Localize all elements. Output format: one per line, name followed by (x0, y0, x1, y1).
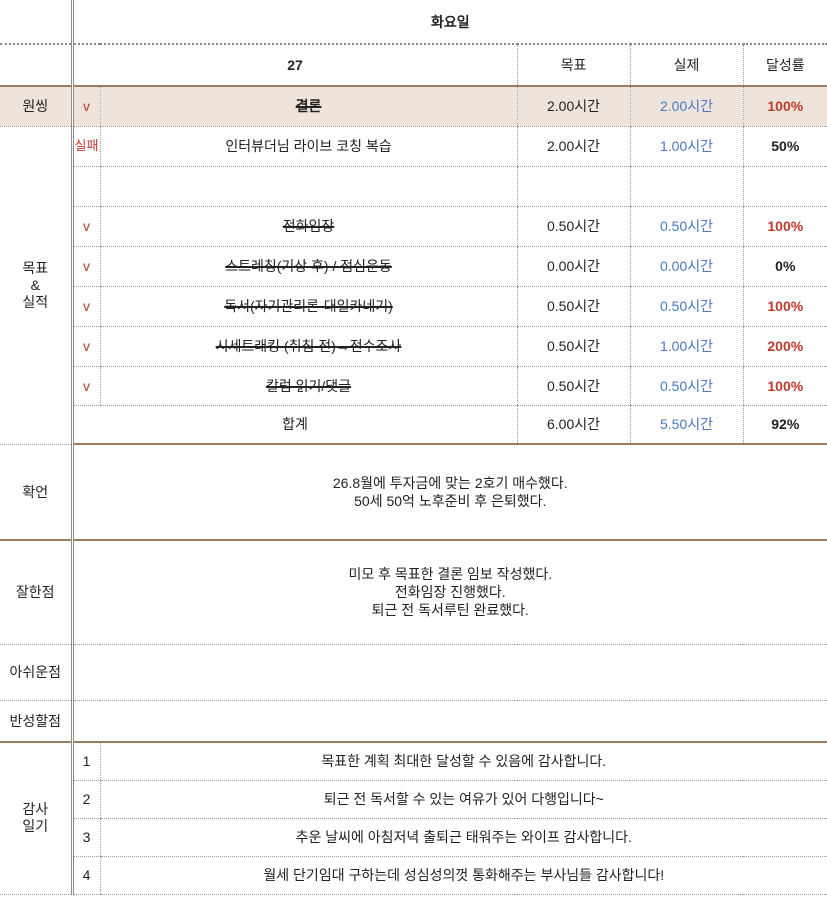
task-name[interactable] (99, 166, 517, 207)
task-rate: 100% (742, 366, 827, 406)
task-goal[interactable]: 2.00시간 (516, 126, 630, 167)
total-actual: 5.50시간 (629, 405, 743, 445)
gratitude-number: 3 (70, 818, 100, 857)
total-rate: 92% (742, 405, 827, 445)
task-rate: 200% (742, 326, 827, 367)
gratitude-item[interactable]: 추운 날씨에 아침저녁 출퇴근 태워주는 와이프 감사합니다. (99, 818, 827, 857)
well-done-text[interactable]: 미모 후 목표한 결론 임보 작성했다. 전화임장 진행했다. 퇴근 전 독서루… (70, 540, 827, 645)
task-rate: 100% (742, 286, 827, 327)
gratitude-item[interactable]: 월세 단기임대 구하는데 성심성의껏 통화해주는 부사님들 감사합니다! (99, 856, 827, 895)
regret-text[interactable] (70, 644, 827, 701)
task-fail-mark[interactable]: 실패 (70, 126, 100, 167)
gratitude-number: 1 (70, 742, 100, 781)
task-rate (742, 166, 827, 207)
one-thing-check[interactable]: v (70, 86, 100, 127)
goals-section-label: 목표 & 실적 (0, 126, 72, 445)
rate-column-header: 달성률 (742, 44, 827, 87)
corner-cell (0, 0, 72, 45)
actual-column-header: 실제 (629, 44, 743, 87)
task-goal[interactable]: 0.50시간 (516, 326, 630, 367)
well-done-line: 퇴근 전 독서루틴 완료했다. (371, 602, 529, 619)
task-actual[interactable]: 0.50시간 (629, 366, 743, 406)
task-name[interactable]: 전화임장 (99, 206, 517, 247)
one-thing-rate: 100% (742, 86, 827, 127)
goals-label-line: 목표 (22, 259, 49, 276)
task-goal[interactable]: 0.00시간 (516, 246, 630, 287)
gratitude-item[interactable]: 퇴근 전 독서할 수 있는 여유가 있어 다행입니다~ (99, 780, 827, 819)
task-rate: 100% (742, 206, 827, 247)
one-thing-actual[interactable]: 2.00시간 (629, 86, 743, 127)
gratitude-number: 2 (70, 780, 100, 819)
task-check-mark[interactable]: v (70, 246, 100, 287)
task-goal[interactable]: 0.50시간 (516, 206, 630, 247)
total-label: 합계 (70, 405, 517, 445)
one-thing-goal[interactable]: 2.00시간 (516, 86, 630, 127)
task-actual[interactable]: 0.00시간 (629, 246, 743, 287)
regret-label: 아쉬운점 (0, 644, 72, 701)
affirmation-line: 50세 50억 노후준비 후 은퇴했다. (354, 493, 547, 509)
one-thing-label: 원씽 (0, 86, 72, 127)
task-goal[interactable]: 0.50시간 (516, 286, 630, 327)
task-check-mark[interactable]: v (70, 326, 100, 367)
goals-label-line: 실적 (22, 293, 49, 310)
task-name[interactable]: 인터뷰더님 라이브 코칭 복습 (99, 126, 517, 167)
task-goal[interactable] (516, 166, 630, 207)
affirmation-label: 확언 (0, 444, 72, 541)
total-goal: 6.00시간 (516, 405, 630, 445)
gratitude-item[interactable]: 목표한 계획 최대한 달성할 수 있음에 감사합니다. (99, 742, 827, 781)
task-actual[interactable]: 1.00시간 (629, 326, 743, 367)
task-rate: 0% (742, 246, 827, 287)
task-name[interactable]: 스트레칭(기상 후) / 점심운동 (99, 246, 517, 287)
task-name[interactable]: 시세트래킹 (취침 전)→전수조사 (99, 326, 517, 367)
column-header-label-cell (0, 44, 72, 87)
gratitude-number: 4 (70, 856, 100, 895)
goals-label-line: & (30, 276, 40, 293)
task-check-mark[interactable]: v (70, 366, 100, 406)
one-thing-task[interactable]: 결론 (99, 86, 517, 127)
task-name[interactable]: 독서(자기관리론-대일카네기) (99, 286, 517, 327)
day-header: 화요일 (70, 0, 827, 45)
affirmation-text[interactable]: 26.8월에 투자금에 맞는 2호기 매수했다. 50세 50억 노후준비 후 … (70, 444, 827, 541)
affirmation-line: 26.8월에 투자금에 맞는 2호기 매수했다. (332, 475, 568, 491)
task-actual[interactable]: 1.00시간 (629, 126, 743, 167)
task-goal[interactable]: 0.50시간 (516, 366, 630, 406)
well-done-line: 미모 후 목표한 결론 임보 작성했다. (348, 566, 553, 583)
task-check-mark[interactable] (70, 166, 100, 207)
task-rate: 50% (742, 126, 827, 167)
gratitude-label-line: 감사 (22, 801, 49, 818)
task-check-mark[interactable]: v (70, 286, 100, 327)
goal-column-header: 목표 (516, 44, 630, 87)
gratitude-label: 감사 일기 (0, 742, 72, 895)
date-header: 27 (70, 44, 517, 87)
task-name[interactable]: 칼럼 읽기/댓글 (99, 366, 517, 406)
task-actual[interactable] (629, 166, 743, 207)
well-done-label: 잘한점 (0, 540, 72, 645)
reflect-text[interactable] (70, 700, 827, 743)
gratitude-label-line: 일기 (22, 818, 49, 835)
reflect-label: 반성할점 (0, 700, 72, 743)
well-done-line: 전화임장 진행했다. (394, 584, 506, 601)
task-actual[interactable]: 0.50시간 (629, 206, 743, 247)
task-check-mark[interactable]: v (70, 206, 100, 247)
task-actual[interactable]: 0.50시간 (629, 286, 743, 327)
